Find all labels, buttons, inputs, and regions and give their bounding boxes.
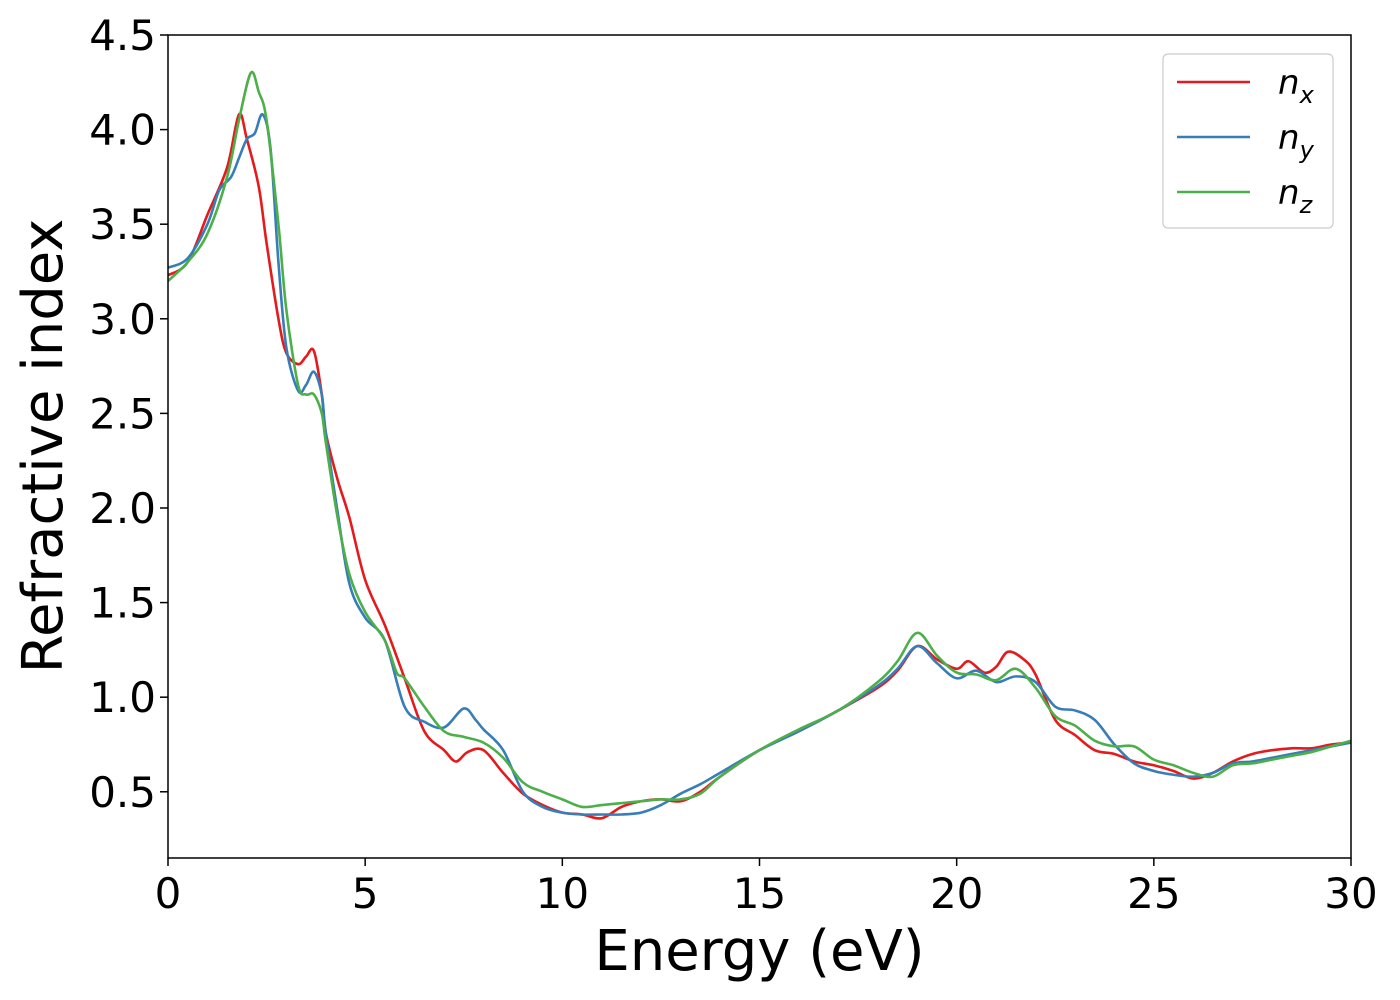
x-axis-ticks: 0 5 10 15 20 25 30 (155, 858, 1378, 918)
x-tick-label: 15 (733, 869, 786, 918)
y-axis-ticks: 0.5 1.0 1.5 2.0 2.5 3.0 3.5 4.0 4.5 (89, 11, 168, 817)
y-tick-label: 4.0 (89, 106, 156, 155)
y-tick-label: 0.5 (89, 768, 156, 817)
x-tick-label: 25 (1127, 869, 1180, 918)
series-line-ny (168, 113, 1351, 816)
y-axis-title: Refractive index (11, 219, 76, 674)
legend-label-nx: nx (1278, 63, 1315, 109)
y-tick-label: 4.5 (89, 11, 156, 60)
y-tick-label: 1.0 (89, 673, 156, 722)
y-tick-label: 1.5 (89, 579, 156, 628)
y-tick-label: 3.0 (89, 295, 156, 344)
y-tick-label: 2.0 (89, 484, 156, 533)
legend-label-nz: nz (1278, 173, 1314, 219)
y-tick-label: 2.5 (89, 389, 156, 438)
legend-label-ny: ny (1278, 118, 1315, 164)
x-tick-label: 5 (352, 869, 379, 918)
legend-box (1162, 53, 1334, 229)
x-tick-label: 20 (930, 869, 983, 918)
x-axis-title: Energy (eV) (594, 919, 924, 984)
x-tick-label: 10 (536, 869, 589, 918)
x-tick-label: 30 (1324, 869, 1377, 918)
plot-lines (168, 70, 1351, 820)
legend: nx ny nz (1162, 53, 1334, 229)
y-tick-label: 3.5 (89, 200, 156, 249)
series-line-nz (168, 70, 1351, 809)
x-tick-label: 0 (155, 869, 182, 918)
